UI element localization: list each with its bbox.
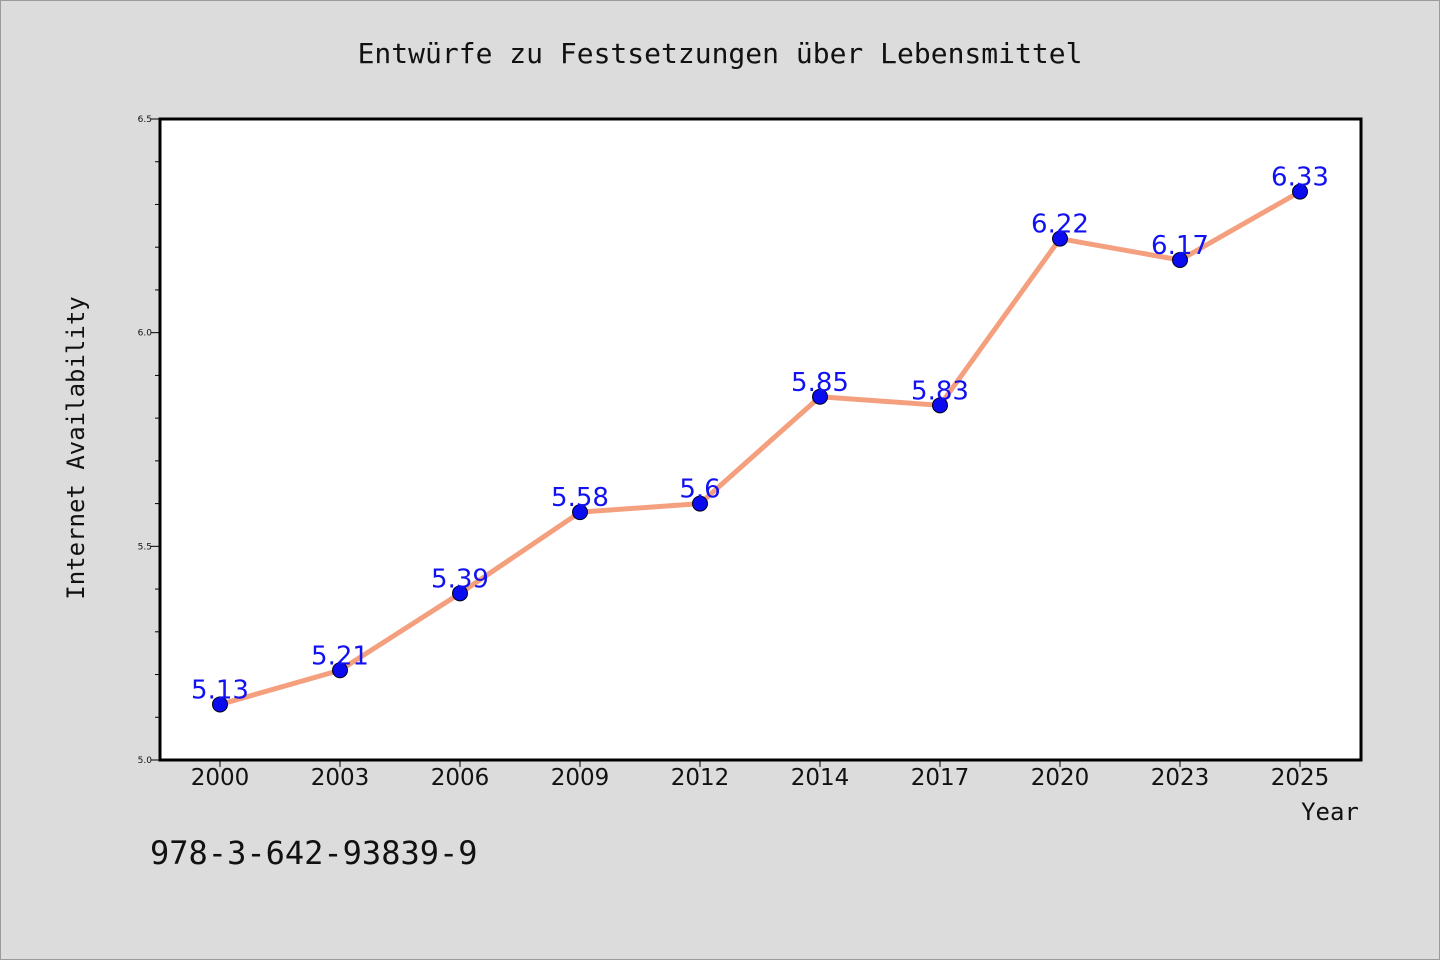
- y-axis-label: Internet Availability: [62, 296, 90, 599]
- y-axis: 5.0 5.5 6.0 6.5: [138, 115, 160, 766]
- x-tick-label: 2003: [311, 765, 370, 791]
- x-tick-label: 2006: [431, 765, 490, 791]
- x-axis: 2000 2003 2006 2009 2012 2014 2017 2020 2023 2025: [191, 760, 1330, 791]
- data-label: 5.83: [911, 376, 969, 406]
- y-tick-label: 5.5: [138, 542, 152, 552]
- y-tick-label: 6.5: [138, 115, 152, 125]
- data-point: [932, 397, 948, 414]
- x-tick-label: 2023: [1151, 765, 1210, 791]
- data-label: 5.85: [791, 368, 849, 398]
- data-label: 6.17: [1151, 231, 1209, 261]
- data-label: 6.22: [1031, 210, 1089, 240]
- data-point: [212, 696, 228, 713]
- y-tick-label: 5.0: [138, 756, 153, 766]
- data-point: [692, 495, 708, 512]
- data-point: [1052, 230, 1068, 247]
- isbn-text: 978-3-642-93839-9: [150, 834, 478, 872]
- data-label: 5.13: [191, 675, 249, 705]
- data-point: [572, 504, 588, 521]
- y-tick-label: 6.0: [138, 329, 153, 339]
- plot-area: [158, 117, 1363, 762]
- marker-group: [212, 183, 1308, 713]
- x-tick-label: 2000: [191, 765, 250, 791]
- data-label: 5.6: [679, 475, 720, 505]
- data-label: 5.21: [311, 641, 369, 671]
- x-tick-label: 2017: [911, 765, 970, 791]
- x-axis-label: Year: [1301, 798, 1359, 826]
- data-point: [1172, 252, 1188, 269]
- data-label-group: 5.13 5.21 5.39 5.58 5.6 5.85 5.83 6.22 6.17 6.33: [191, 163, 1329, 706]
- data-point: [1292, 183, 1308, 200]
- x-tick-label: 2009: [551, 765, 610, 791]
- series-line-group: [217, 189, 1303, 707]
- series-line: [217, 189, 1303, 707]
- chart-title: Entwürfe zu Festsetzungen über Lebensmit…: [358, 37, 1083, 70]
- x-tick-label: 2020: [1031, 765, 1090, 791]
- x-tick-label: 2014: [791, 765, 850, 791]
- data-label: 5.58: [551, 483, 609, 513]
- data-point: [332, 662, 348, 679]
- x-tick-label: 2012: [671, 765, 730, 791]
- x-tick-label: 2025: [1271, 765, 1330, 791]
- data-label: 5.39: [431, 564, 489, 594]
- data-point: [452, 585, 468, 602]
- data-point: [812, 388, 828, 405]
- data-label: 6.33: [1271, 163, 1329, 193]
